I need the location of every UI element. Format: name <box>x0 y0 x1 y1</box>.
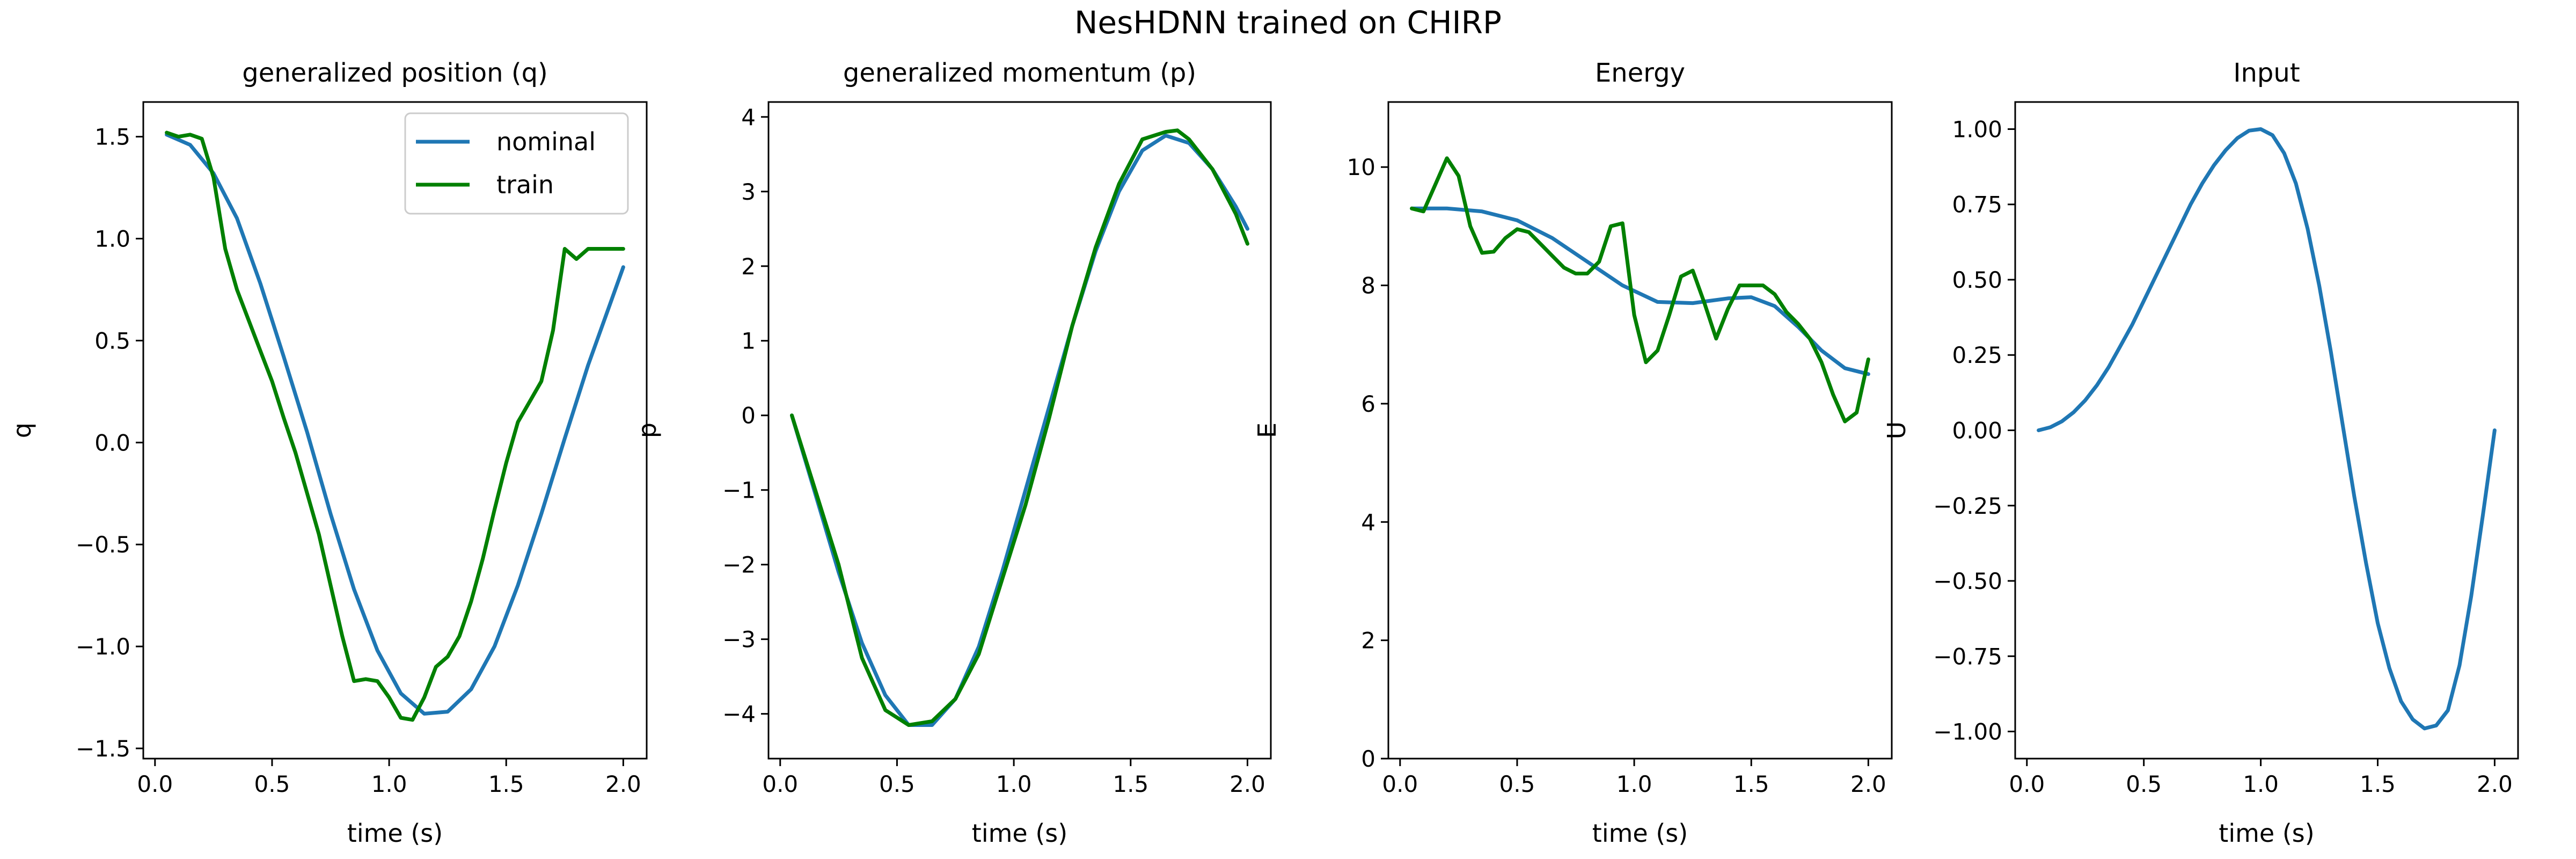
y-axis-label: U <box>1882 421 1911 440</box>
x-tick-label: 1.0 <box>1616 771 1652 797</box>
y-tick-label: −0.5 <box>76 532 130 558</box>
y-tick-label: 6 <box>1361 391 1375 417</box>
series-line-train <box>165 130 625 722</box>
y-tick-label: 2 <box>741 253 756 280</box>
series-line-nominal <box>790 134 1249 727</box>
x-tick-label: 0.5 <box>879 771 915 797</box>
y-tick-label: 1 <box>741 328 756 354</box>
legend-label-nominal: nominal <box>496 127 596 156</box>
x-tick-label: 1.5 <box>2360 771 2396 797</box>
y-axis-label: q <box>8 423 36 438</box>
legend-label-train: train <box>496 170 554 199</box>
panel-title: Input <box>2233 58 2300 88</box>
axes-frame <box>767 101 1272 760</box>
y-axis-label: p <box>633 423 662 438</box>
chart-panel-1: 0.0 0.5 1.0 1.5 2.0 1.5 1.0 0.5 0.0 −0.5 −1.0 −1.5 g… <box>8 58 648 848</box>
x-tick-label: 0.0 <box>762 771 798 797</box>
legend-box <box>404 112 629 215</box>
x-tick-label: 0.0 <box>1382 771 1418 797</box>
y-tick-label: 0.75 <box>1952 192 2002 218</box>
x-tick-label: 1.5 <box>1113 771 1148 797</box>
x-tick-label: 2.0 <box>1850 771 1886 797</box>
y-tick-label: 1.00 <box>1952 116 2002 142</box>
panel-title: generalized position (q) <box>242 58 548 88</box>
y-tick-label: −1.5 <box>76 736 130 762</box>
x-tick-label: 0.5 <box>1499 771 1535 797</box>
y-tick-label: 2 <box>1361 628 1375 654</box>
x-tick-label: 1.5 <box>488 771 524 797</box>
legend: nominal train <box>404 112 629 215</box>
y-tick-label: 0.0 <box>94 430 130 456</box>
series-line-nominal <box>165 133 625 716</box>
y-tick-label: −1.00 <box>1933 719 2002 745</box>
y-tick-label: 1.0 <box>94 225 130 252</box>
y-tick-label: −3 <box>722 627 756 653</box>
y-tick-label: 0 <box>741 403 756 429</box>
panel-title: generalized momentum (p) <box>843 58 1196 88</box>
y-tick-label: −0.75 <box>1933 643 2002 669</box>
y-tick-label: −0.25 <box>1933 493 2002 519</box>
y-tick-label: 0 <box>1361 746 1375 772</box>
x-tick-label: 2.0 <box>605 771 641 797</box>
y-tick-label: 0.00 <box>1952 418 2002 444</box>
x-axis-label: time (s) <box>1592 819 1688 848</box>
y-tick-label: −1.0 <box>76 634 130 660</box>
x-axis-label: time (s) <box>347 819 443 848</box>
x-tick-label: 2.0 <box>2477 771 2513 797</box>
x-axis-label: time (s) <box>2219 819 2314 848</box>
x-tick-label: 0.0 <box>137 771 173 797</box>
y-tick-label: 0.5 <box>94 327 130 354</box>
x-axis-label: time (s) <box>972 819 1067 848</box>
x-tick-label: 0.5 <box>254 771 290 797</box>
y-tick-label: 4 <box>741 104 756 130</box>
y-tick-label: −0.50 <box>1933 568 2002 594</box>
x-tick-label: 1.0 <box>996 771 1032 797</box>
y-tick-label: −2 <box>722 552 756 578</box>
x-tick-label: 0.5 <box>2126 771 2162 797</box>
y-tick-label: −4 <box>722 701 756 727</box>
chart-panel-3: 0.0 0.5 1.0 1.5 2.0 0 2 4 6 8 10 Energy time (s) E <box>1253 58 1893 848</box>
y-tick-label: −1 <box>722 477 756 504</box>
series-line-input <box>2037 127 2497 731</box>
y-tick-label: 0.25 <box>1952 342 2002 368</box>
y-tick-label: 10 <box>1347 154 1375 180</box>
axes-frame <box>1387 101 1893 760</box>
y-tick-label: 3 <box>741 179 756 205</box>
y-tick-label: 1.5 <box>94 124 130 150</box>
chart-panels: 0.0 0.5 1.0 1.5 2.0 1.5 1.0 0.5 0.0 −0.5 −1.0 −1.5 g… <box>8 58 2519 848</box>
x-tick-label: 1.0 <box>371 771 407 797</box>
y-tick-label: 4 <box>1361 509 1375 535</box>
axes-frame <box>142 101 648 760</box>
series-line-train <box>790 128 1249 727</box>
panel-title: Energy <box>1595 58 1685 88</box>
x-tick-label: 2.0 <box>1230 771 1265 797</box>
y-tick-label: 0.50 <box>1952 267 2002 293</box>
figure-suptitle: NesHDNN trained on CHIRP <box>1074 4 1502 41</box>
chart-panel-2: 0.0 0.5 1.0 1.5 2.0 4 3 2 1 0 −1 −2 −3 −4 generalized … <box>633 58 1272 848</box>
x-tick-label: 0.0 <box>2009 771 2045 797</box>
y-axis-label: E <box>1253 423 1282 438</box>
x-tick-label: 1.0 <box>2243 771 2279 797</box>
x-tick-label: 1.5 <box>1733 771 1769 797</box>
series-line-train <box>1410 156 1870 424</box>
chart-panel-4: 0.0 0.5 1.0 1.5 2.0 1.00 0.75 0.50 0.25 0.00 −0.25… <box>1882 58 2519 848</box>
y-tick-label: 8 <box>1361 273 1375 299</box>
